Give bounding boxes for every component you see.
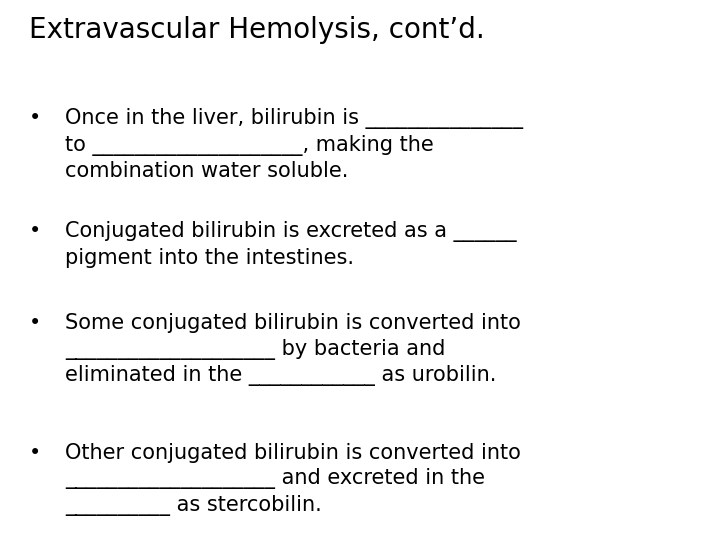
Text: Extravascular Hemolysis, cont’d.: Extravascular Hemolysis, cont’d. <box>29 16 485 44</box>
Text: Some conjugated bilirubin is converted into
____________________ by bacteria and: Some conjugated bilirubin is converted i… <box>65 313 521 387</box>
Text: •: • <box>29 313 41 333</box>
Text: Other conjugated bilirubin is converted into
____________________ and excreted i: Other conjugated bilirubin is converted … <box>65 443 521 516</box>
Text: •: • <box>29 221 41 241</box>
Text: •: • <box>29 443 41 463</box>
Text: Once in the liver, bilirubin is _______________
to ____________________, making : Once in the liver, bilirubin is ________… <box>65 108 523 181</box>
Text: Conjugated bilirubin is excreted as a ______
pigment into the intestines.: Conjugated bilirubin is excreted as a __… <box>65 221 516 268</box>
Text: •: • <box>29 108 41 128</box>
